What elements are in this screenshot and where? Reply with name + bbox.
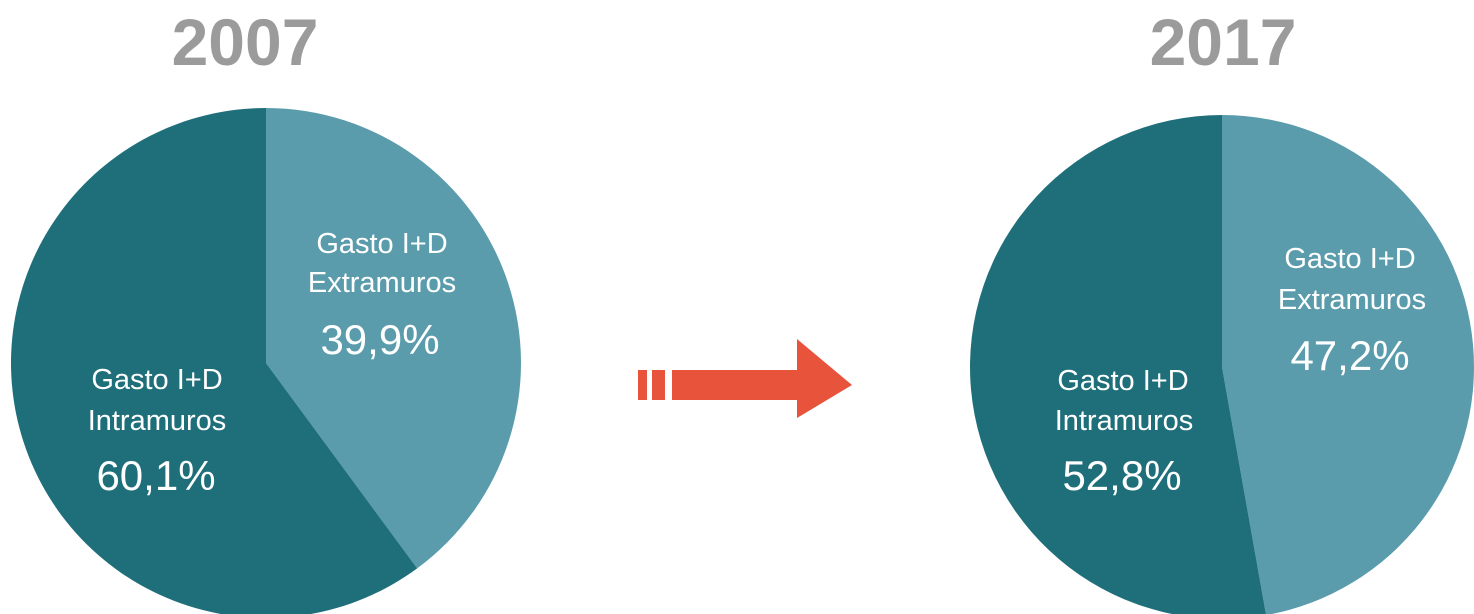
slice-label-extramuros-2007-line2: Extramuros <box>308 267 456 299</box>
slice-label-extramuros-2007-line1: Gasto I+D <box>316 228 447 260</box>
slice-label-extramuros-2017-line1: Gasto I+D <box>1284 243 1415 275</box>
pie-chart-2017 <box>970 115 1474 614</box>
pie-chart-2007 <box>11 108 522 614</box>
slice-value-intramuros-2017: 52,8% <box>1062 452 1181 499</box>
pie-slice-extramuros-2017 <box>1222 115 1474 614</box>
chart-title-2017: 2017 <box>1149 5 1297 79</box>
slice-label-intramuros-2017-line2: Intramuros <box>1055 405 1194 437</box>
slice-label-intramuros-2017-line1: Gasto I+D <box>1057 365 1188 397</box>
chart-title-2007: 2007 <box>171 5 319 79</box>
slice-label-intramuros-2007-line2: Intramuros <box>88 405 227 437</box>
slice-value-extramuros-2017: 47,2% <box>1290 332 1409 379</box>
pie-slice-intramuros-2017 <box>970 115 1266 614</box>
arrow-right-icon <box>638 339 852 418</box>
slice-label-extramuros-2017-line2: Extramuros <box>1278 284 1426 316</box>
slice-value-intramuros-2007: 60,1% <box>96 452 215 499</box>
slice-value-extramuros-2007: 39,9% <box>320 316 439 363</box>
slice-label-intramuros-2007-line1: Gasto I+D <box>91 364 222 396</box>
pie-slice-intramuros-2007 <box>11 108 418 614</box>
pie-slice-extramuros-2007 <box>266 108 522 569</box>
